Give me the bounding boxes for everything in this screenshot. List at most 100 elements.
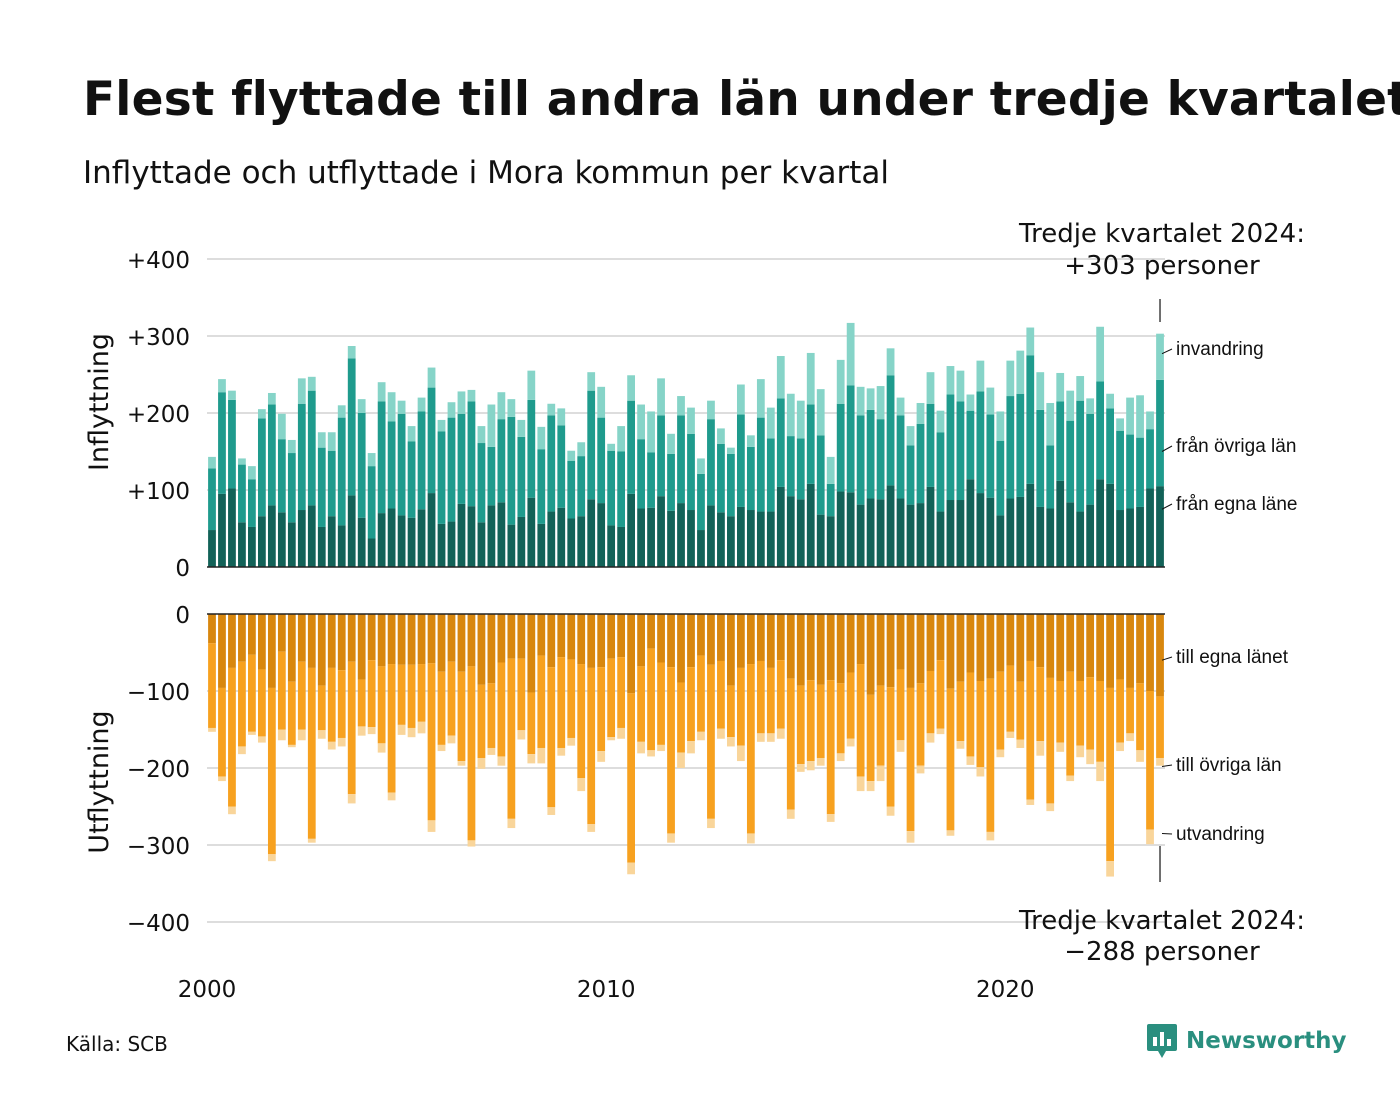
bar-ovriga [836,683,845,754]
bar-egna [547,614,556,668]
bar-egna [427,493,436,567]
bar-ovriga [317,685,326,731]
bar-invandring [1096,326,1105,382]
bar-ovriga [327,667,336,742]
bar-utvandring [816,757,825,766]
bar-ovriga [617,451,626,527]
bar-ovriga [1126,434,1134,509]
brand-name: Newsworthy [1186,1028,1347,1054]
bar-utvandring [856,776,865,792]
bar-ovriga [1146,429,1154,489]
bar-egna [447,521,456,567]
bar-egna [717,614,725,661]
bar-ovriga [746,446,755,511]
bar-utvandring [1076,745,1085,758]
bar-utvandring [377,743,386,753]
bar-utvandring [677,752,685,768]
top-annotation-line1: Tredje kvartalet 2024: [1018,219,1305,249]
bar-invandring [876,386,885,420]
bar-egna [487,614,496,684]
bar-egna [617,614,626,658]
bar-egna [287,614,296,682]
bar-utvandring [407,727,416,738]
bar-ovriga [447,661,456,736]
bar-invandring [527,370,536,400]
bar-ovriga [317,447,326,527]
y-tick-label: 0 [175,603,190,629]
bar-utvandring [946,830,955,836]
bar-invandring [976,360,985,392]
bar-invandring [387,392,396,422]
newsworthy-logo[interactable]: Newsworthy [1146,1022,1347,1060]
bar-utvandring [387,792,396,801]
bar-utvandring [637,741,645,754]
bar-ovriga [1026,660,1035,800]
bar-ovriga [357,413,366,518]
x-tick-label: 2020 [976,977,1035,1003]
bar-ovriga [1136,437,1144,507]
bar-ovriga [727,685,735,738]
bar-invandring [507,399,516,417]
bar-ovriga [886,687,895,807]
bar-egna [677,614,685,683]
bar-utvandring [507,818,516,829]
bar-ovriga [1096,680,1105,762]
y-tick-label: +100 [127,479,190,505]
bar-ovriga [736,414,745,507]
bar-invandring [407,426,416,442]
bar-egna [746,510,755,567]
bar-egna [327,516,336,567]
bar-egna [557,507,566,567]
bar-utvandring [896,740,905,752]
bar-ovriga [208,643,216,728]
bar-ovriga [976,391,985,494]
bar-utvandring [657,744,665,752]
bar-invandring [537,426,546,450]
bar-invandring [996,411,1005,441]
bar-egna [327,614,336,668]
bar-ovriga [876,419,885,500]
bar-invandring [607,443,616,451]
bar-utvandring [1066,775,1075,782]
bar-utvandring [916,765,925,774]
bar-utvandring [996,749,1005,758]
bar-ovriga [707,664,715,819]
bar-utvandring [297,729,306,741]
bar-ovriga [587,390,596,500]
bar-ovriga [766,438,775,512]
bar-utvandring [1046,803,1055,812]
bar-ovriga [756,417,765,512]
x-tick-label: 2010 [577,977,636,1003]
bar-egna [1096,614,1105,681]
bar-ovriga [1116,679,1124,743]
bar-ovriga [477,443,486,523]
bar-utvandring [607,737,616,741]
bar-ovriga [1056,680,1065,743]
bar-egna [806,614,815,681]
bar-egna [267,505,276,567]
bar-utvandring [567,737,576,746]
bar-ovriga [886,375,895,486]
bar-invandring [846,322,855,386]
bar-egna [307,505,316,567]
bar-egna [1066,502,1075,567]
bar-ovriga [677,682,685,753]
bar-egna [487,505,496,567]
bar-ovriga [277,651,286,730]
bar-egna [577,614,586,665]
bar-egna [397,614,406,665]
bar-invandring [1026,327,1035,356]
bar-invandring [956,370,965,402]
bar-ovriga [547,415,556,512]
bar-utvandring [1126,733,1134,742]
series-label: till övriga län [1176,755,1282,776]
leader-line [1161,832,1173,835]
bar-egna [387,614,396,665]
bar-utvandring [527,754,536,764]
bar-ovriga [248,479,256,527]
bar-invandring [766,407,775,439]
bar-egna [597,503,606,567]
series-label: utvandring [1176,824,1265,845]
bar-invandring [587,372,596,391]
bar-utvandring [517,730,526,740]
